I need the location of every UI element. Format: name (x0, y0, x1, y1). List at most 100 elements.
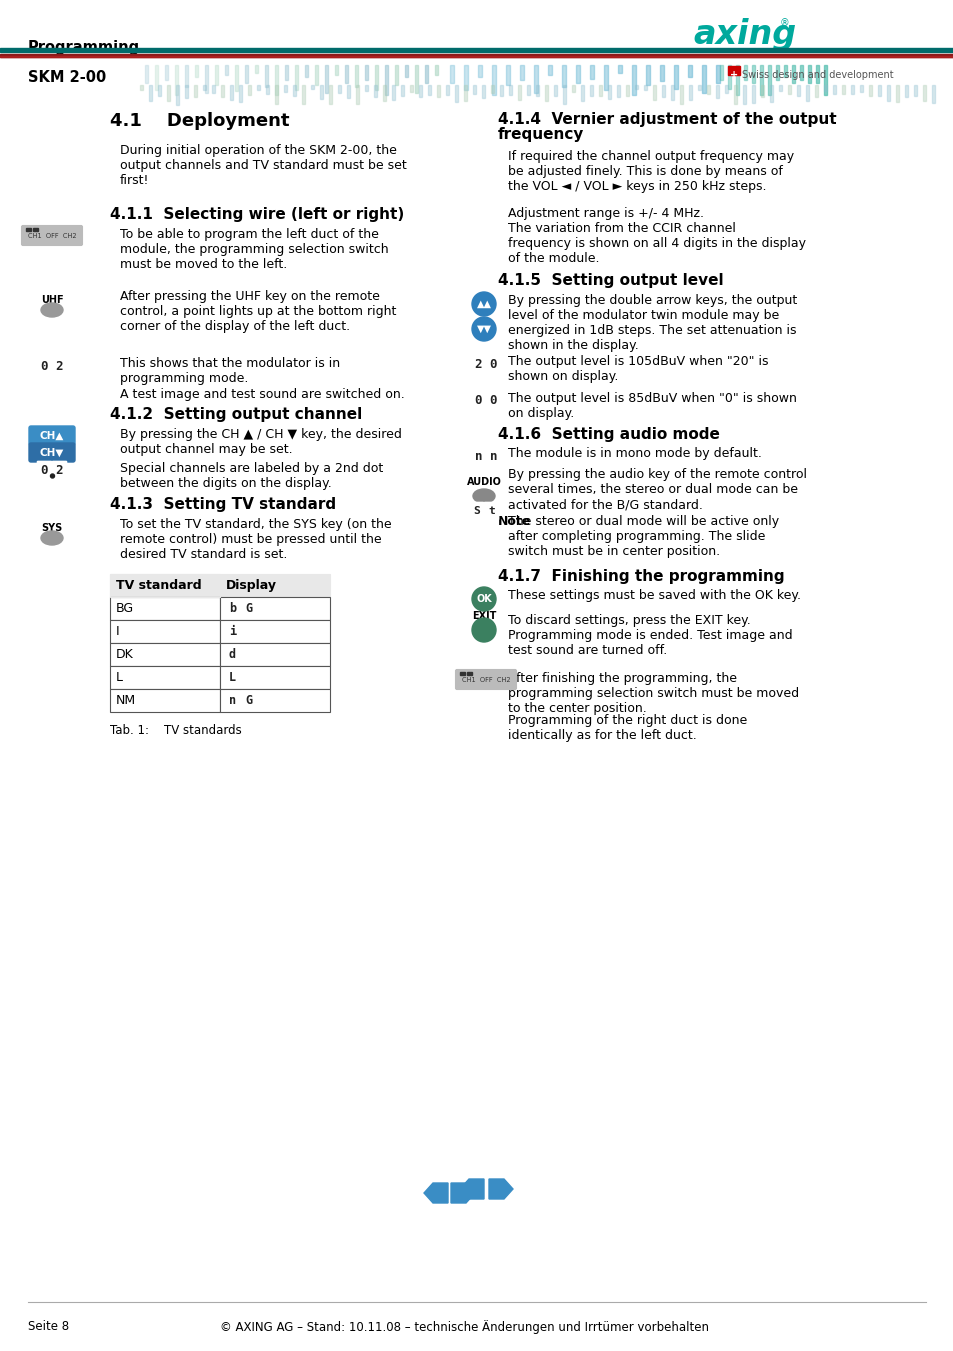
FancyBboxPatch shape (225, 623, 239, 640)
Text: Special channels are labeled by a 2nd dot
between the digits on the display.: Special channels are labeled by a 2nd do… (120, 462, 383, 490)
Bar (293, 85, 295, 96)
Bar (659, 65, 663, 81)
Bar (345, 65, 348, 82)
FancyBboxPatch shape (225, 600, 239, 617)
Bar (256, 85, 260, 91)
Text: G: G (245, 694, 252, 707)
Bar (174, 65, 178, 95)
Bar (110, 643, 220, 666)
Text: OK: OK (476, 594, 492, 604)
Bar (400, 85, 403, 96)
Bar (841, 85, 844, 95)
Text: ◄: ◄ (465, 159, 470, 165)
Bar (779, 85, 781, 91)
Bar (769, 85, 772, 103)
Text: 0: 0 (475, 394, 482, 408)
Bar (110, 620, 220, 643)
FancyBboxPatch shape (37, 462, 51, 481)
Text: L: L (229, 671, 235, 684)
Bar (603, 65, 607, 91)
FancyBboxPatch shape (471, 392, 485, 411)
Bar (455, 85, 457, 103)
Text: 2: 2 (475, 358, 482, 370)
Bar (266, 85, 269, 93)
Bar (499, 85, 502, 96)
Bar (742, 85, 745, 104)
Text: DK: DK (116, 648, 133, 661)
Bar (823, 85, 826, 91)
Text: frequency: frequency (497, 127, 584, 142)
Bar (576, 65, 579, 82)
Bar (175, 85, 179, 104)
Ellipse shape (41, 531, 63, 544)
Bar (687, 65, 691, 77)
Bar (446, 85, 449, 95)
Polygon shape (451, 1183, 475, 1202)
Bar (265, 65, 268, 86)
Bar (868, 85, 871, 96)
FancyBboxPatch shape (469, 503, 483, 520)
Circle shape (51, 474, 54, 478)
Bar (450, 65, 454, 82)
Bar (724, 85, 727, 93)
Text: By pressing the double arrow keys, the output
level of the modulator twin module: By pressing the double arrow keys, the o… (507, 295, 797, 353)
Text: The output level is 85dBuV when "0" is shown
on display.: The output level is 85dBuV when "0" is s… (507, 392, 796, 420)
Bar (481, 85, 484, 99)
Text: n: n (475, 450, 482, 462)
Bar (424, 65, 428, 82)
FancyBboxPatch shape (486, 354, 500, 373)
Bar (735, 65, 739, 95)
Bar (554, 85, 557, 96)
Bar (617, 85, 619, 97)
Bar (477, 65, 481, 77)
Bar (800, 65, 802, 80)
Bar (519, 65, 523, 80)
Text: Tab. 1:    TV standards: Tab. 1: TV standards (110, 724, 241, 738)
Text: The output level is 105dBuV when "20" is
shown on display.: The output level is 105dBuV when "20" is… (507, 355, 768, 382)
Bar (140, 85, 143, 91)
Bar (720, 65, 722, 80)
Bar (165, 65, 168, 80)
Bar (751, 85, 754, 103)
Text: If required the channel output frequency may
be adjusted finely. This is done by: If required the channel output frequency… (507, 150, 793, 193)
Bar (365, 85, 368, 91)
FancyBboxPatch shape (241, 692, 255, 709)
Bar (526, 85, 530, 95)
Bar (679, 85, 682, 104)
Bar (716, 65, 720, 82)
Bar (698, 85, 700, 91)
Bar (913, 85, 916, 96)
Bar (0, 55, 953, 57)
Bar (355, 65, 357, 86)
Bar (405, 65, 408, 77)
Text: The variation from the CCIR channel
frequency is shown on all 4 digits in the di: The variation from the CCIR channel freq… (507, 222, 805, 265)
Bar (220, 689, 330, 712)
Text: n: n (489, 450, 497, 462)
Bar (302, 85, 305, 104)
Bar (254, 65, 257, 73)
Bar (547, 65, 552, 76)
Bar (859, 85, 862, 92)
Bar (110, 574, 330, 597)
Bar (110, 666, 220, 689)
Bar (832, 85, 835, 95)
Text: SKM 2-00: SKM 2-00 (28, 70, 106, 85)
Text: 0: 0 (489, 358, 497, 370)
Text: © AXING AG – Stand: 10.11.08 – technische Änderungen und Irrtümer vorbehalten: © AXING AG – Stand: 10.11.08 – technisch… (220, 1320, 708, 1333)
Bar (294, 65, 297, 91)
FancyBboxPatch shape (225, 669, 239, 686)
Bar (645, 65, 649, 85)
Bar (274, 65, 277, 95)
Bar (467, 671, 472, 676)
Bar (807, 65, 810, 82)
Text: 4.1.6  Setting audio mode: 4.1.6 Setting audio mode (497, 427, 720, 442)
Bar (544, 85, 547, 100)
Bar (923, 85, 925, 101)
Text: 0: 0 (489, 394, 497, 408)
Polygon shape (459, 1179, 483, 1198)
Bar (670, 85, 673, 100)
Bar (230, 85, 233, 100)
Text: AUDIO: AUDIO (466, 477, 501, 486)
Bar (145, 65, 148, 82)
Bar (823, 65, 826, 95)
